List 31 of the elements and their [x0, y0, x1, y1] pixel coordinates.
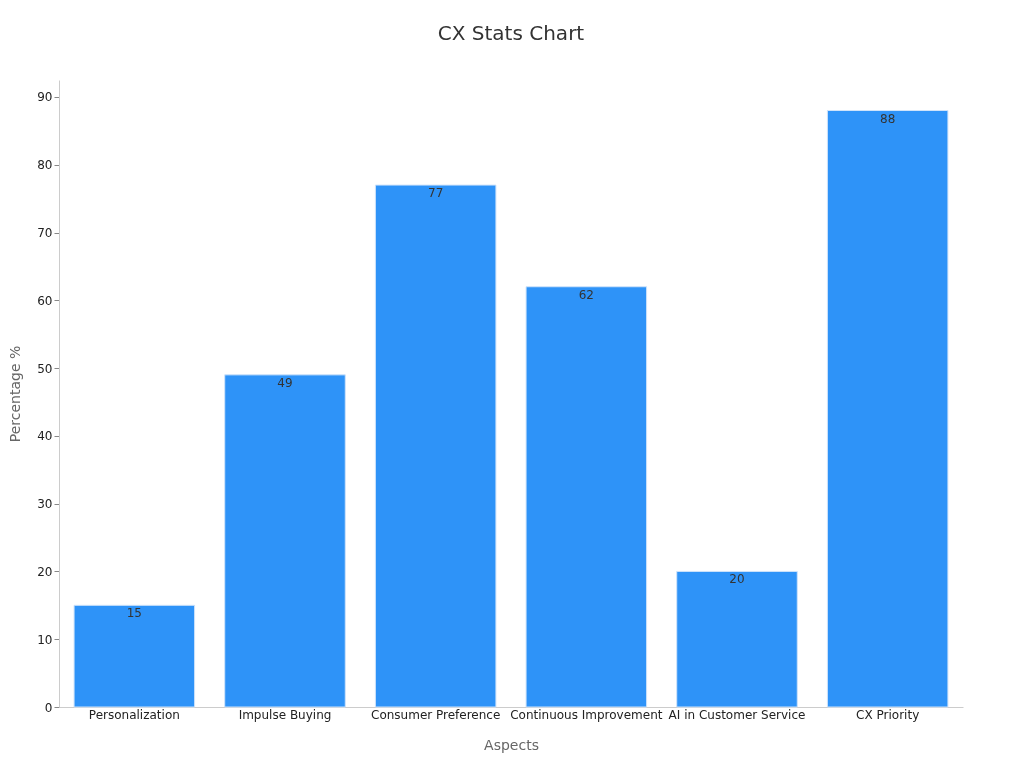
x-tick-label: CX Priority	[856, 707, 920, 722]
y-tick-label: 10	[37, 632, 53, 647]
bar	[73, 604, 196, 708]
x-tick-label: Consumer Preference	[371, 707, 501, 722]
x-tick-label: AI in Customer Service	[668, 707, 806, 722]
data-label: 15	[126, 606, 142, 621]
bar	[224, 374, 346, 708]
y-tick-label: 70	[37, 226, 53, 241]
x-tick-label: Impulse Buying	[238, 707, 332, 722]
data-label: 62	[578, 287, 594, 302]
x-tick-label: Continuous Improvement	[510, 707, 663, 722]
data-label: 88	[880, 111, 896, 126]
y-tick-label: 30	[37, 497, 53, 512]
bar	[525, 286, 648, 708]
data-label: 20	[729, 572, 745, 587]
y-tick-label: 60	[37, 293, 53, 308]
y-axis-title: Percentage %	[7, 345, 24, 443]
chart-title: CX Stats Chart	[437, 21, 585, 45]
bar	[676, 570, 798, 708]
y-tick-label: 90	[37, 90, 53, 105]
bar	[374, 184, 497, 708]
x-axis-title: Aspects	[484, 736, 539, 753]
bar	[826, 110, 949, 708]
y-tick-label: 40	[37, 429, 53, 444]
y-tick-label: 20	[37, 564, 53, 579]
data-label: 77	[428, 186, 444, 201]
y-tick-label: 80	[37, 158, 53, 173]
x-tick-label: Personalization	[88, 707, 180, 722]
data-label: 49	[277, 375, 293, 390]
y-tick-label: 0	[44, 700, 53, 715]
y-tick-label: 50	[37, 361, 53, 376]
